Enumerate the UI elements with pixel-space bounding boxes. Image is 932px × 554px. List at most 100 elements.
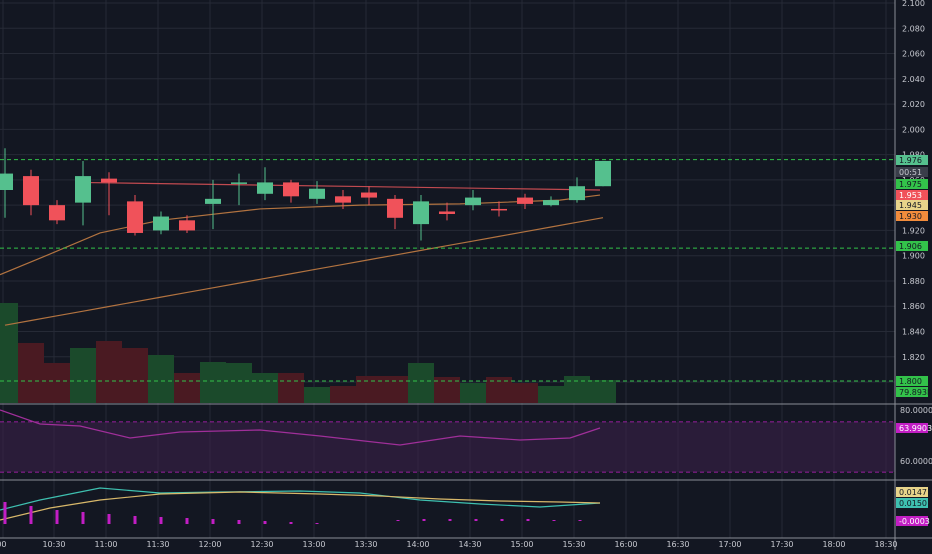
volume-bar <box>252 373 278 403</box>
candle-body[interactable] <box>361 192 377 198</box>
volume-bar <box>460 383 486 403</box>
macd-hist-bar <box>263 521 267 524</box>
macd-hist-bar <box>81 512 85 524</box>
ma-fast-line <box>77 181 601 191</box>
candle-body[interactable] <box>127 201 143 233</box>
candle-body[interactable] <box>491 208 507 211</box>
ma-slow-label: 1.945 <box>899 201 922 210</box>
macd-hist-bar <box>396 520 400 521</box>
time-tick-label: 15:30 <box>562 540 585 549</box>
macd-hist-bar <box>526 519 530 521</box>
volume-bar <box>538 386 564 403</box>
time-tick-label: 10:30 <box>42 540 65 549</box>
candle-body[interactable] <box>283 182 299 197</box>
time-tick-label: 15:00 <box>510 540 533 549</box>
price-tick-label: 2.000 <box>902 125 925 134</box>
candle-body[interactable] <box>49 205 65 221</box>
candle-body[interactable] <box>335 196 351 203</box>
signal-value-label-box <box>896 498 928 508</box>
macd-hist-bar <box>133 516 137 524</box>
volume-bar <box>44 363 70 403</box>
time-tick-label: 16:30 <box>666 540 689 549</box>
candle-body[interactable] <box>153 216 169 231</box>
target-price-label: 1.976 <box>899 156 922 165</box>
volume-value-label-box <box>896 387 928 397</box>
indicator-panes <box>0 403 932 539</box>
volume-bar <box>174 373 200 403</box>
candle-body[interactable] <box>257 182 273 194</box>
macd-hist-bar <box>237 520 241 524</box>
close-price-label-box <box>896 179 928 189</box>
volume-bar <box>200 362 226 403</box>
time-tick-label: 18:00 <box>822 540 845 549</box>
candle-body[interactable] <box>0 173 13 190</box>
macd-line <box>0 487 601 511</box>
low-label: 1.930 <box>899 212 922 221</box>
volume-bar <box>382 376 408 403</box>
volume-bar <box>512 383 538 403</box>
volume-bar <box>408 363 434 403</box>
volume-bar <box>148 355 174 403</box>
signal-value-label: 0.0150 <box>899 499 927 508</box>
candle-body[interactable] <box>595 160 611 187</box>
time-tick-label: 14:00 <box>406 540 429 549</box>
price-tick-label: 2.020 <box>902 100 925 109</box>
candle-body[interactable] <box>231 182 247 184</box>
time-tick-label: 11:00 <box>94 540 117 549</box>
candle-body[interactable] <box>309 188 325 199</box>
macd-hist-bar <box>422 519 426 521</box>
price-tick-label: 1.860 <box>902 302 925 311</box>
price-tick-label: 1.840 <box>902 328 925 337</box>
macd-hist-bar <box>29 506 33 524</box>
rsi-value-label-box <box>896 423 928 433</box>
volume-bar <box>330 386 356 403</box>
ma-fast-label-box <box>896 190 928 200</box>
price-tick-label: 2.100 <box>902 0 925 8</box>
candlesticks[interactable] <box>0 148 611 241</box>
time-tick-label: 16:00 <box>614 540 637 549</box>
candle-body[interactable] <box>543 200 559 206</box>
price-tick-label: 2.040 <box>902 75 925 84</box>
countdown-label-box <box>896 167 928 177</box>
volume-bar <box>356 376 382 403</box>
rsi-tick-label: 80.0000 <box>900 406 932 415</box>
ma-slow-label-box <box>896 200 928 210</box>
volume-bar <box>278 373 304 403</box>
volume-level-label: 1.800 <box>899 377 922 386</box>
signal-line <box>0 491 601 521</box>
candle-body[interactable] <box>205 198 221 204</box>
candle-body[interactable] <box>465 197 481 206</box>
candle-body[interactable] <box>517 197 533 204</box>
macd-hist-bar <box>211 519 215 524</box>
ma-fast-label: 1.953 <box>899 191 922 200</box>
macd-hist-bar <box>185 518 189 524</box>
volume-bar <box>0 303 18 403</box>
volume-bar <box>304 387 330 403</box>
candle-body[interactable] <box>387 198 403 218</box>
candle-body[interactable] <box>75 176 91 203</box>
macd-hist-bar <box>3 502 7 524</box>
candle-body[interactable] <box>23 176 39 206</box>
price-tick-label: 1.920 <box>902 226 925 235</box>
macd-hist-bar <box>289 522 293 524</box>
macd-hist-bar <box>474 519 478 521</box>
volume-bar <box>96 341 122 403</box>
candle-body[interactable] <box>179 220 195 231</box>
time-tick-label: 14:30 <box>458 540 481 549</box>
macd-value-label-box <box>896 487 928 497</box>
time-tick-label: 17:00 <box>718 540 741 549</box>
time-tick-label: 18:30 <box>874 540 897 549</box>
ma-slow-line <box>4 217 604 326</box>
candle-body[interactable] <box>101 178 117 183</box>
volume-bar <box>18 343 44 403</box>
candle-body[interactable] <box>569 186 585 201</box>
price-tick-label: 1.900 <box>902 252 925 261</box>
macd-hist-bar <box>159 517 163 524</box>
candle-body[interactable] <box>413 201 429 225</box>
candle-body[interactable] <box>439 211 455 215</box>
macd-hist-bar <box>315 523 319 524</box>
time-tick-label: 11:30 <box>146 540 169 549</box>
